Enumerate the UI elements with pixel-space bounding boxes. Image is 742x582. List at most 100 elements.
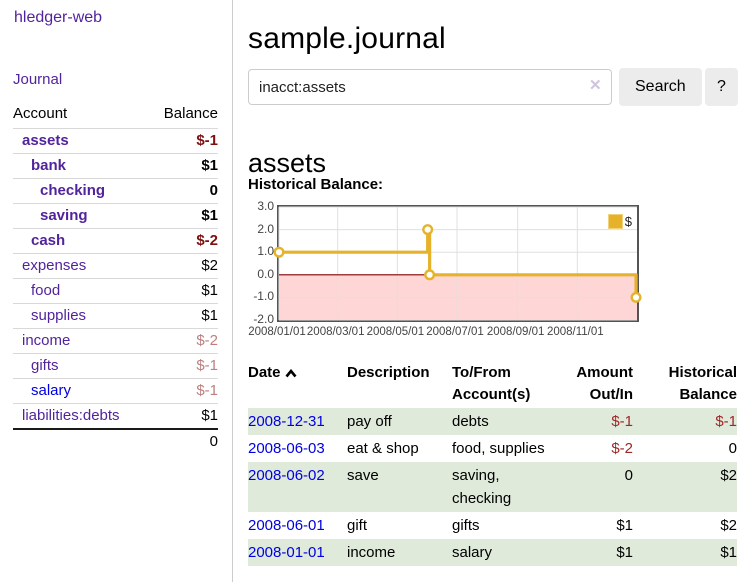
account-link-gifts[interactable]: gifts: [31, 357, 59, 374]
transaction-date-link[interactable]: 2008-06-02: [248, 467, 325, 484]
account-balance: 0: [148, 178, 218, 204]
register-header-accounts: To/From Account(s): [452, 364, 531, 403]
account-balance: $-2: [148, 328, 218, 354]
register-row: 2008-06-02 save saving, checking 0 $2: [248, 462, 737, 512]
account-balance: $1: [148, 278, 218, 304]
x-tick-label: 2008/01/01: [248, 326, 306, 338]
account-link-income[interactable]: income: [22, 332, 71, 349]
account-balance: $1: [148, 203, 218, 229]
account-row: saving $1: [13, 203, 218, 229]
transaction-accounts: saving, checking: [452, 467, 512, 507]
sort-ascending-icon: [285, 363, 297, 385]
x-tick-label: 2008/11/01: [546, 326, 604, 338]
transaction-amount: $1: [616, 517, 633, 534]
register-row: 2008-12-31 pay off debts $-1 $-1: [248, 408, 737, 435]
register-header-balance: Historical Balance: [668, 364, 737, 403]
transaction-date-link[interactable]: 2008-06-01: [248, 517, 325, 534]
transaction-balance: $2: [720, 517, 737, 534]
account-link-supplies[interactable]: supplies: [31, 307, 87, 324]
account-row: expenses $2: [13, 253, 218, 279]
balance-chart-plot[interactable]: $: [273, 205, 642, 322]
transaction-description: save: [347, 467, 379, 484]
x-tick-label: 2008/07/01: [426, 326, 484, 338]
transaction-amount: $-2: [611, 440, 633, 457]
register-header-description: Description: [347, 364, 430, 381]
account-link-saving[interactable]: saving: [40, 207, 88, 224]
accounts-body: assets $-1 bank $1 checking 0 saving $1 cash…: [13, 128, 218, 454]
transaction-accounts: salary: [452, 544, 493, 561]
account-row: salary $-1: [13, 378, 218, 404]
accounts-total-value: 0: [148, 428, 218, 454]
x-tick-label: 2008/03/01: [306, 326, 365, 338]
register-header-amount: Amount Out/In: [576, 364, 633, 403]
account-link-liabilities-debts[interactable]: liabilities:debts: [22, 407, 120, 424]
transaction-accounts: food, supplies: [452, 440, 545, 457]
sidebar: hledger-web Journal Account Balance asse…: [0, 0, 233, 582]
register-header-row: Date Description To/From Account(s) Amou…: [248, 360, 737, 408]
transaction-description: eat & shop: [347, 440, 419, 457]
register-row: 2008-01-01 income salary $1 $1: [248, 539, 737, 566]
x-tick-label: 2008/09/01: [486, 326, 545, 338]
y-tick-label: 0.0: [257, 266, 274, 281]
transaction-amount: 0: [624, 467, 633, 484]
account-row: food $1: [13, 278, 218, 304]
accounts-header-row: Account Balance: [13, 102, 218, 129]
sidebar-item-journal[interactable]: Journal: [13, 71, 63, 88]
accounts-total-row: 0: [13, 428, 218, 454]
account-row: supplies $1: [13, 303, 218, 329]
account-heading: assets: [248, 148, 327, 179]
search-form: ✕ Search ?: [248, 68, 738, 106]
register-row: 2008-06-03 eat & shop food, supplies $-2…: [248, 435, 737, 462]
account-balance: $1: [148, 303, 218, 329]
account-balance: $-1: [148, 353, 218, 379]
accounts-table: Account Balance assets $-1 bank $1 checkin…: [13, 102, 218, 454]
account-link-salary[interactable]: salary: [31, 382, 72, 399]
accounts-header-balance: Balance: [163, 105, 218, 122]
transaction-date-link[interactable]: 2008-12-31: [248, 413, 325, 430]
transaction-date-link[interactable]: 2008-01-01: [248, 544, 325, 561]
account-balance: $-2: [148, 228, 218, 254]
account-link-cash[interactable]: cash: [31, 232, 66, 249]
transaction-amount: $1: [616, 544, 633, 561]
account-link-checking[interactable]: checking: [40, 182, 106, 199]
account-link-assets[interactable]: assets: [22, 132, 69, 149]
transaction-amount: $-1: [611, 413, 633, 430]
account-row: gifts $-1: [13, 353, 218, 379]
account-link-food[interactable]: food: [31, 282, 61, 299]
y-tick-label: -2.0: [253, 312, 274, 326]
register-header-date[interactable]: Date: [248, 360, 347, 408]
transaction-balance: 0: [728, 440, 737, 457]
account-row: cash $-2: [13, 228, 218, 254]
account-row: liabilities:debts $1: [13, 403, 218, 429]
transaction-description: income: [347, 544, 396, 561]
app-brand-link[interactable]: hledger-web: [14, 9, 103, 26]
balance-chart: 3.0 2.0 1.0 0.0 -1.0 -2.0 $ 2008/01/01 2008/03…: [248, 199, 742, 345]
account-balance: $-1: [148, 378, 218, 404]
transaction-balance: $2: [720, 467, 737, 484]
transaction-accounts: gifts: [452, 517, 480, 534]
y-tick-label: 2.0: [257, 221, 274, 236]
accounts-header-account: Account: [13, 105, 68, 122]
y-tick-label: 3.0: [257, 199, 274, 213]
legend-swatch-icon: [607, 214, 623, 229]
account-link-expenses[interactable]: expenses: [22, 257, 87, 274]
account-link-bank[interactable]: bank: [31, 157, 67, 174]
chart-section-label: Historical Balance:: [248, 176, 384, 193]
page-title: sample.journal: [248, 22, 446, 56]
help-button[interactable]: ?: [705, 68, 738, 106]
account-row: bank $1: [13, 153, 218, 179]
transaction-balance: $-1: [715, 413, 737, 430]
search-button[interactable]: Search: [619, 68, 702, 106]
account-balance: $-1: [148, 128, 218, 154]
account-balance: $2: [148, 253, 218, 279]
account-row: income $-2: [13, 328, 218, 354]
main-content: sample.journal ✕ Search ? assets Histori…: [248, 0, 742, 582]
clear-search-icon[interactable]: ✕: [589, 77, 602, 94]
y-tick-label: -1.0: [253, 289, 274, 304]
account-row: assets $-1: [13, 128, 218, 154]
legend-label: $: [624, 214, 632, 229]
transaction-date-link[interactable]: 2008-06-03: [248, 440, 325, 457]
transaction-balance: $1: [720, 544, 737, 561]
search-input[interactable]: [248, 69, 612, 105]
x-tick-label: 2008/05/01: [366, 326, 425, 338]
